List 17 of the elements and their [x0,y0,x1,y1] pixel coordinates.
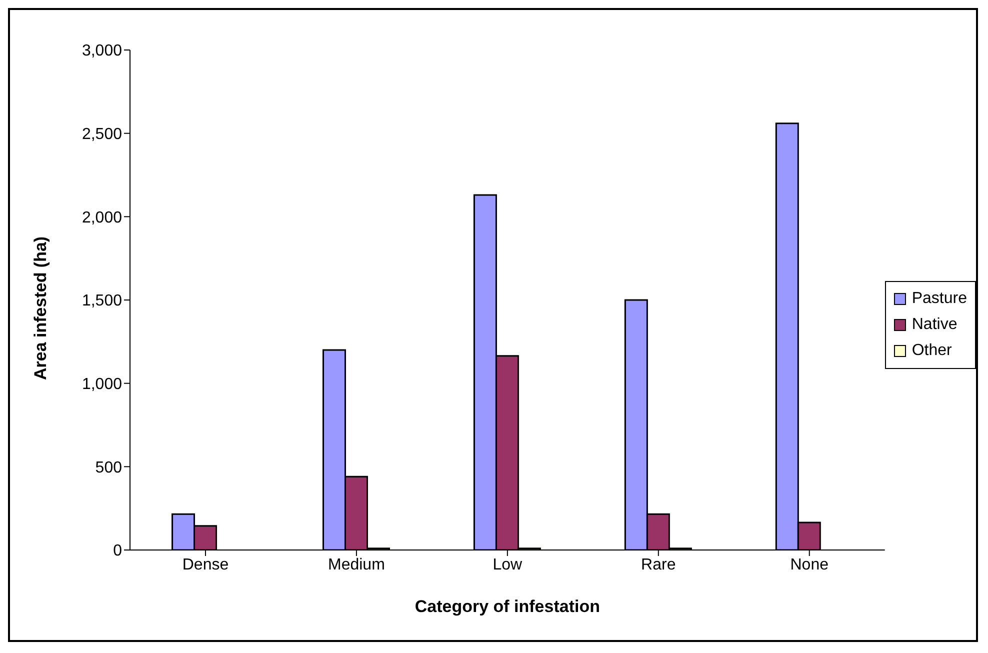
y-tick-label: 3,000 [82,42,122,60]
x-tick-label: Dense [182,556,229,574]
x-tick-label: Medium [328,556,385,574]
x-tick-label: None [790,556,829,574]
legend-label: Pasture [910,289,967,309]
y-tick-label: 1,500 [82,292,122,310]
x-tick-label: Rare [641,556,676,574]
legend-label: Other [910,341,953,361]
y-tick-label: 2,500 [82,126,122,144]
x-axis-title: Category of infestation [414,597,600,616]
y-axis-title: Area infested (ha) [31,236,50,380]
y-tick-label: 2,000 [82,209,122,226]
legend-label: Native [910,315,958,335]
x-tick-label: Low [492,556,523,574]
y-tick-label: 0 [113,542,122,560]
y-tick-label: 1,000 [82,376,122,394]
y-tick-label: 500 [95,459,122,476]
